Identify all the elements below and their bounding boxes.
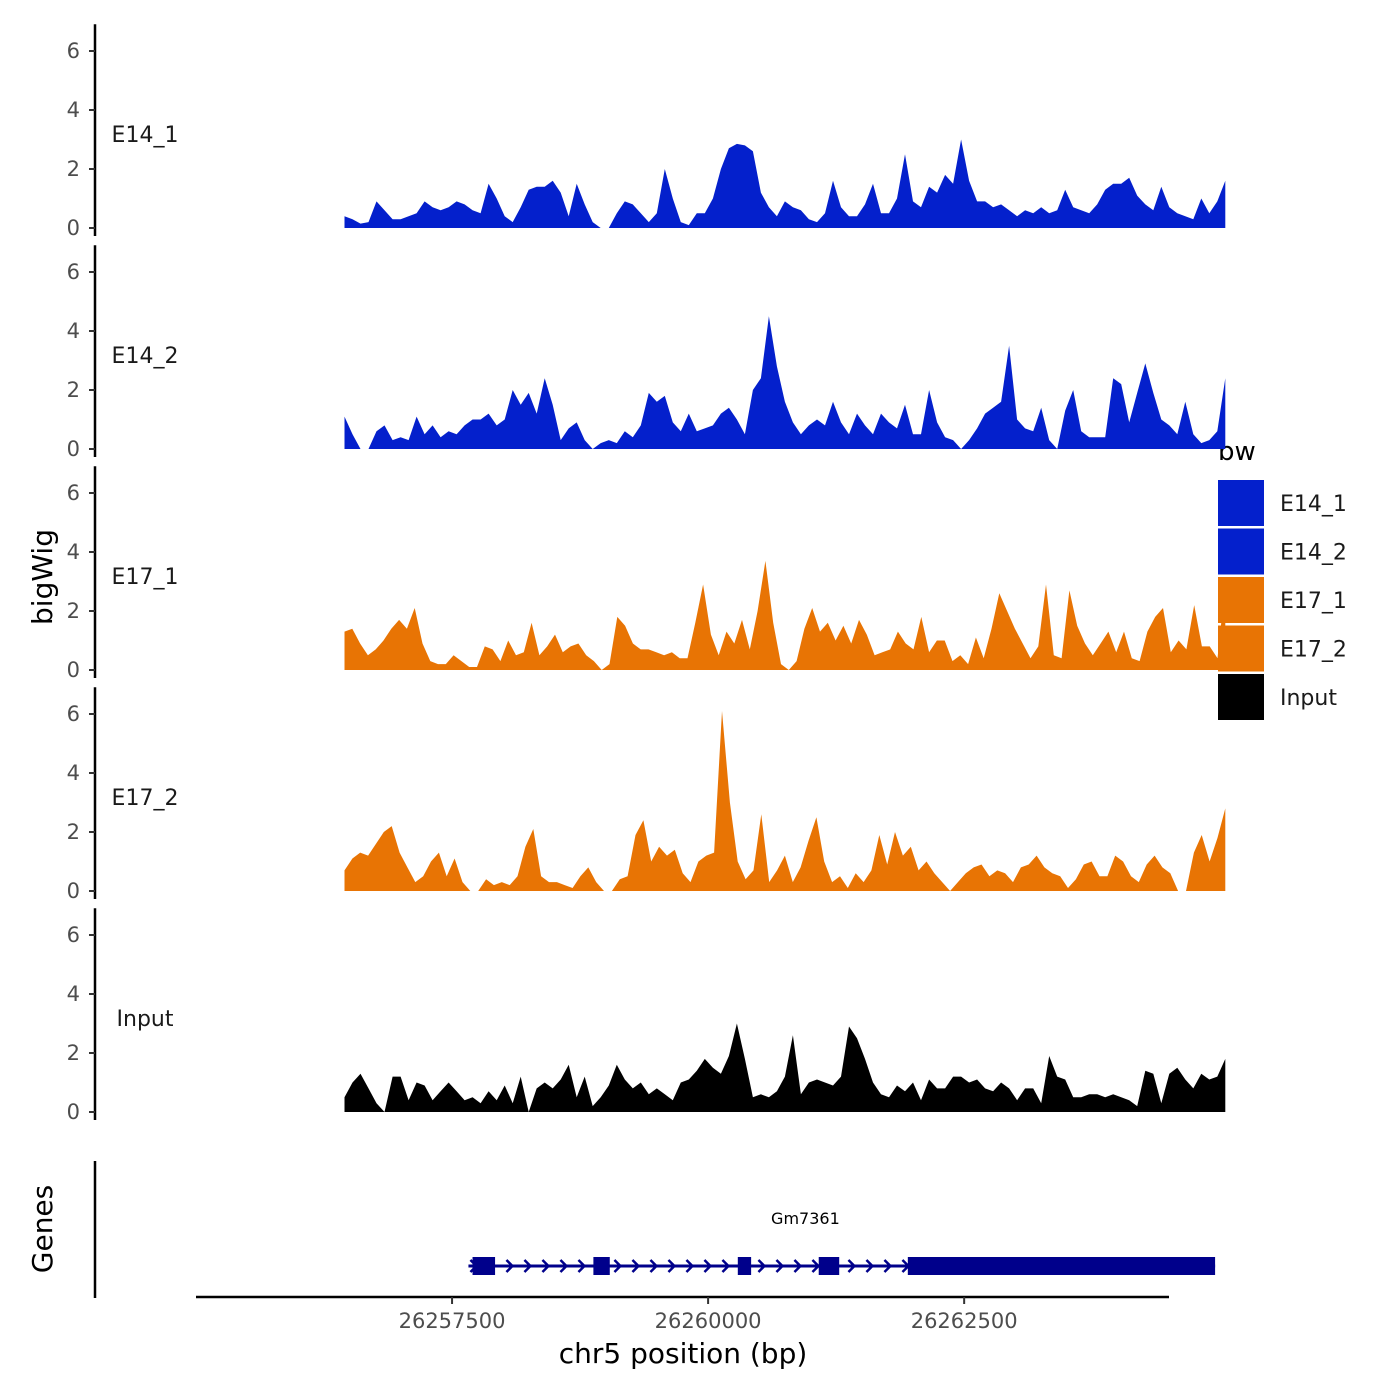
gene-label: Gm7361 — [771, 1209, 840, 1228]
strand-arrow — [523, 1259, 533, 1273]
y-tick-label: 6 — [67, 481, 80, 505]
strand-arrow — [559, 1259, 569, 1273]
strand-arrow — [757, 1259, 767, 1273]
area-E14_1 — [344, 139, 1226, 228]
track-label: E17_2 — [112, 786, 179, 811]
strand-arrow — [883, 1259, 893, 1273]
y-tick-label: 2 — [67, 820, 80, 844]
strand-arrow — [721, 1259, 731, 1273]
gene-exon — [472, 1257, 496, 1275]
legend-label: Input — [1280, 686, 1337, 711]
strand-arrow — [811, 1259, 821, 1273]
genes-axis-title: Genes — [26, 1185, 59, 1273]
legend-label: E17_1 — [1280, 589, 1347, 614]
y-tick-label: 6 — [67, 923, 80, 947]
y-tick-label: 0 — [67, 879, 80, 903]
track-label: E14_2 — [112, 344, 179, 369]
strand-arrow — [685, 1259, 695, 1273]
strand-arrow — [775, 1259, 785, 1273]
track-label: E14_1 — [112, 123, 179, 148]
track-E17_2: 0 2 4 6 E17_2 — [67, 687, 1226, 903]
legend-item-Input: Input — [1218, 674, 1337, 720]
track-label: Input — [117, 1007, 174, 1032]
track-E14_2: 0 2 4 6 E14_2 — [67, 245, 1226, 461]
x-tick-label: 26257500 — [399, 1309, 506, 1333]
legend: E14_1 E14_2 E17_1 E17_2 Input — [1218, 480, 1347, 720]
y-tick-label: 0 — [67, 1100, 80, 1124]
y-tick-label: 0 — [67, 437, 80, 461]
x-tick-label: 26260000 — [655, 1309, 762, 1333]
legend-swatch — [1218, 625, 1264, 672]
y-tick-label: 4 — [67, 319, 80, 343]
area-Input — [344, 1023, 1226, 1112]
legend-item-E17_2: E17_2 — [1218, 625, 1347, 672]
y-tick-label: 2 — [67, 378, 80, 402]
legend-item-E17_1: E17_1 — [1218, 577, 1347, 623]
y-tick-label: 0 — [67, 658, 80, 682]
strand-arrow — [649, 1259, 659, 1273]
legend-swatch — [1218, 480, 1264, 526]
y-tick-label: 4 — [67, 540, 80, 564]
x-axis-title: chr5 position (bp) — [559, 1337, 808, 1370]
legend-swatch — [1218, 528, 1264, 575]
y-tick-label: 6 — [67, 39, 80, 63]
strand-arrow — [631, 1259, 641, 1273]
y-tick-label: 6 — [67, 260, 80, 284]
x-tick-label: 26262500 — [911, 1309, 1018, 1333]
area-E14_2 — [344, 316, 1226, 449]
strand-arrow — [703, 1259, 713, 1273]
y-tick-label: 2 — [67, 1041, 80, 1065]
track-label: E17_1 — [112, 565, 179, 590]
x-axis: 26257500 26260000 26262500 — [196, 1295, 1169, 1333]
strand-arrow — [541, 1259, 551, 1273]
legend-item-E14_1: E14_1 — [1218, 480, 1347, 526]
strand-arrow — [847, 1259, 857, 1273]
track-E14_1: 0 2 4 6 E14_1 — [67, 24, 1226, 240]
track-Input: 0 2 4 6 Input — [67, 908, 1226, 1124]
track-E17_1: 0 2 4 6 E17_1 — [67, 466, 1226, 682]
strand-arrow — [865, 1259, 875, 1273]
strand-arrow — [577, 1259, 587, 1273]
y-tick-label: 4 — [67, 982, 80, 1006]
legend-swatch — [1218, 674, 1264, 720]
gene-exon — [737, 1257, 752, 1275]
y-tick-label: 4 — [67, 761, 80, 785]
legend-label: E17_2 — [1280, 638, 1347, 663]
y-tick-label: 2 — [67, 157, 80, 181]
legend-swatch — [1218, 577, 1264, 623]
legend-item-E14_2: E14_2 — [1218, 528, 1347, 575]
gene-exon — [907, 1257, 1216, 1275]
gene-exon — [818, 1257, 840, 1275]
tracks-group: 0 2 4 6 E14_1 0 2 4 6 E14_2 0 2 4 6 E17_1 0 2 4 6 E17_2 0 2 4 6… — [67, 24, 1226, 1124]
gene-track: Gm7361 — [93, 1161, 1216, 1298]
y-tick-label: 0 — [67, 216, 80, 240]
legend-label: E14_2 — [1280, 541, 1347, 566]
gene-exon — [593, 1257, 610, 1275]
area-E17_2 — [344, 711, 1226, 891]
strand-arrow — [613, 1259, 623, 1273]
area-E17_1 — [344, 560, 1226, 670]
y-tick-label: 4 — [67, 98, 80, 122]
y-tick-label: 2 — [67, 599, 80, 623]
strand-arrow — [505, 1259, 515, 1273]
y-tick-label: 6 — [67, 702, 80, 726]
y-axis-title: bigWig — [26, 529, 59, 625]
strand-arrow — [793, 1259, 803, 1273]
strand-arrow — [667, 1259, 677, 1273]
legend-label: E14_1 — [1280, 492, 1347, 517]
